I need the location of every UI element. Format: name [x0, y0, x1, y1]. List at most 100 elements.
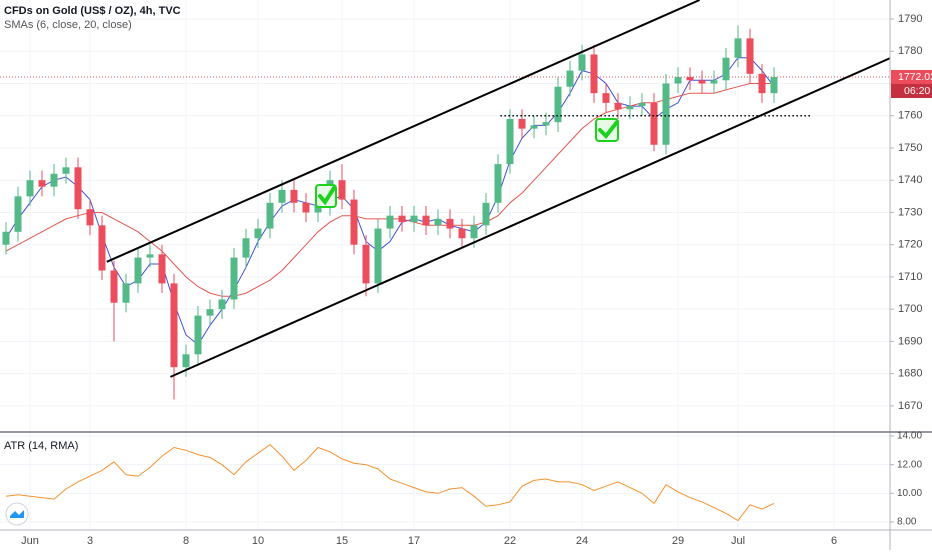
- candle-body: [530, 125, 538, 129]
- atr-pane: [5, 443, 775, 522]
- candle-body: [362, 244, 370, 284]
- candle-body: [446, 218, 454, 229]
- y2-tick-label: 12.00: [897, 459, 922, 470]
- candle-body: [2, 231, 10, 245]
- candle-body: [518, 118, 526, 129]
- y-tick-label: 1670: [898, 400, 922, 412]
- logo[interactable]: [5, 502, 29, 526]
- chart-title: CFDs on Gold (US$ / OZ), 4h, TVC: [4, 5, 181, 17]
- x-tick-label: 17: [408, 535, 420, 547]
- candle-body: [602, 93, 610, 103]
- candle-body: [662, 83, 670, 145]
- y2-tick-label: 10.00: [897, 488, 922, 499]
- countdown-tag: [891, 83, 932, 98]
- x-tick-label: Jun: [21, 535, 39, 547]
- candle-body: [374, 228, 382, 284]
- price-tags: 1772.02 06:20: [891, 69, 932, 98]
- candle-body: [770, 77, 778, 94]
- countdown-label: 06:20: [904, 85, 930, 97]
- y-tick-label: 1690: [898, 335, 922, 347]
- candle-body: [98, 225, 106, 271]
- candle-body: [242, 238, 250, 258]
- candle-body: [14, 196, 22, 232]
- candle-body: [302, 202, 310, 213]
- check-icon: [315, 184, 337, 208]
- x-tick-label: 29: [672, 535, 684, 547]
- candle-body: [290, 189, 298, 203]
- y-tick-label: 1680: [898, 368, 922, 380]
- candle-body: [470, 225, 478, 239]
- last-price-tag: [891, 69, 932, 84]
- candle-body: [218, 299, 226, 310]
- y-tick-label: 1740: [898, 174, 922, 186]
- y2-tick-label: 14.00: [897, 431, 922, 442]
- candle-body: [398, 215, 406, 223]
- candle-body: [590, 54, 598, 94]
- trendline: [106, 0, 701, 263]
- candle-body: [578, 54, 586, 71]
- last-price-label: 1772.02: [898, 71, 932, 83]
- candle-body: [314, 206, 322, 213]
- candle-body: [38, 180, 46, 187]
- candle-body: [758, 73, 766, 94]
- candle-body: [686, 77, 694, 81]
- candle-body: [134, 257, 142, 284]
- candle-body: [122, 283, 130, 303]
- candle-body: [554, 86, 562, 123]
- x-tick-label: 10: [252, 535, 264, 547]
- y-tick-label: 1700: [898, 303, 922, 315]
- candle-body: [86, 209, 94, 226]
- y2-tick-label: 8.00: [897, 517, 917, 528]
- candle-body: [626, 106, 634, 110]
- x-tick-label: 3: [87, 535, 93, 547]
- check-icon: [595, 118, 619, 142]
- y-tick-label: 1750: [898, 142, 922, 154]
- candle-body: [386, 215, 394, 229]
- x-tick-label: 15: [336, 535, 348, 547]
- x-tick-label: 24: [576, 535, 588, 547]
- x-tick-label: 8: [183, 535, 189, 547]
- atr-line: [5, 443, 775, 522]
- sma-line: [5, 57, 775, 346]
- grid: [0, 0, 890, 530]
- candle-body: [734, 38, 742, 58]
- y-tick-label: 1730: [898, 206, 922, 218]
- candle-body: [110, 270, 118, 303]
- candle-body: [62, 167, 70, 174]
- y-tick-label: 1720: [898, 239, 922, 251]
- candle-body: [74, 167, 82, 210]
- x-tick-label: Jul: [731, 535, 745, 547]
- candle-body: [146, 254, 154, 258]
- atr-label: ATR (14, RMA): [4, 440, 78, 452]
- candle-body: [350, 199, 358, 245]
- candle-body: [458, 228, 466, 239]
- candle-body: [638, 102, 646, 107]
- candle-body: [410, 215, 418, 223]
- candle-body: [650, 102, 658, 145]
- candle-body: [26, 180, 34, 197]
- candle-body: [566, 70, 574, 87]
- candle-body: [182, 354, 190, 368]
- y-tick-label: 1780: [898, 45, 922, 57]
- candle-body: [710, 80, 718, 84]
- candle-body: [614, 102, 622, 110]
- x-tick-label: 22: [504, 535, 516, 547]
- candle-body: [158, 254, 166, 284]
- price-pane: [0, 0, 890, 400]
- labels: CFDs on Gold (US$ / OZ), 4h, TVC SMAs (6…: [4, 5, 181, 452]
- candle-body: [674, 77, 682, 84]
- y-tick-label: 1710: [898, 271, 922, 283]
- candle-body: [170, 283, 178, 368]
- candle-body: [494, 164, 502, 203]
- candle-body: [194, 315, 202, 355]
- candle-body: [278, 189, 286, 203]
- candle-body: [722, 57, 730, 81]
- indicator-label: SMAs (6, close, 20, close): [4, 19, 132, 31]
- trendline: [169, 57, 890, 378]
- candle-body: [230, 257, 238, 300]
- candle-body: [542, 122, 550, 126]
- candle-body: [698, 80, 706, 84]
- candle-body: [206, 309, 214, 316]
- candle-body: [422, 215, 430, 226]
